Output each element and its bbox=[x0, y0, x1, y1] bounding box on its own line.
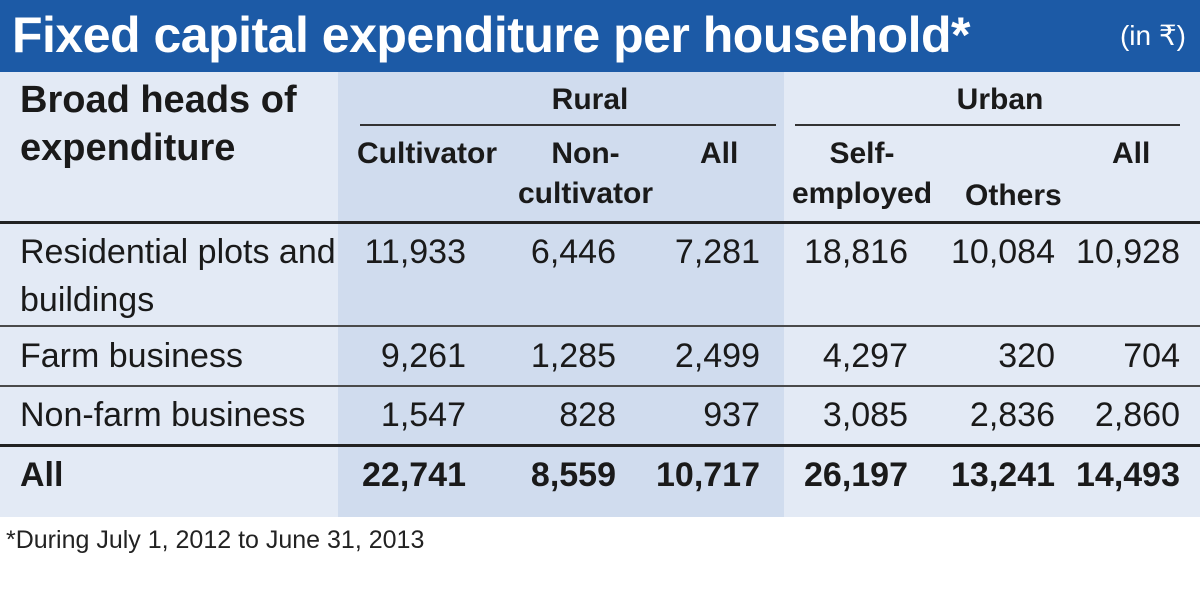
page-title: Fixed capital expenditure per household* bbox=[12, 7, 970, 63]
cell: 18,816 bbox=[804, 233, 908, 271]
cell: 2,836 bbox=[969, 396, 1055, 434]
cell: 10,928 bbox=[1076, 233, 1180, 271]
cell: 10,717 bbox=[656, 456, 760, 494]
cell: 2,499 bbox=[674, 337, 760, 375]
row-divider bbox=[0, 385, 1200, 387]
group-rule-urban bbox=[795, 124, 1180, 126]
cell: 10,084 bbox=[951, 233, 1055, 271]
cell: 2,860 bbox=[1094, 396, 1180, 434]
col-header-rural-all: All bbox=[700, 137, 739, 170]
col-header-self-employed: Self-employed bbox=[792, 137, 933, 210]
cell: 320 bbox=[998, 337, 1055, 375]
row-label-farm: Farm business bbox=[20, 337, 243, 375]
cell: 7,281 bbox=[674, 233, 760, 271]
group-label-urban: Urban bbox=[956, 83, 1044, 116]
title-banner: Fixed capital expenditure per household*… bbox=[0, 0, 1200, 72]
cell: 11,933 bbox=[364, 233, 466, 271]
cell: 14,493 bbox=[1076, 456, 1180, 494]
cell: 937 bbox=[703, 396, 760, 434]
col-header-urban-all: All bbox=[1112, 137, 1151, 170]
header-rule bbox=[0, 221, 1200, 224]
col-header-non-cultivator: Non-cultivator bbox=[518, 137, 654, 210]
footnote: *During July 1, 2012 to June 31, 2013 bbox=[6, 526, 425, 554]
row-divider bbox=[0, 325, 1200, 327]
stub-header: Broad heads of expenditure bbox=[20, 79, 297, 169]
cell: 26,197 bbox=[804, 456, 908, 494]
col-header-others: Others bbox=[965, 179, 1062, 212]
row-label-residential: Residential plots and buildings bbox=[20, 233, 336, 319]
col-header-cultivator: Cultivator bbox=[357, 137, 498, 170]
cell: 6,446 bbox=[530, 233, 616, 271]
cell: 1,285 bbox=[530, 337, 616, 375]
total-rule bbox=[0, 444, 1200, 447]
cell: 1,547 bbox=[380, 396, 466, 434]
group-label-rural: Rural bbox=[551, 83, 629, 116]
cell: 13,241 bbox=[951, 456, 1055, 494]
rural-column-band bbox=[338, 72, 784, 517]
group-rule-rural bbox=[360, 124, 776, 126]
cell: 3,085 bbox=[822, 396, 908, 434]
row-label-all: All bbox=[20, 456, 64, 494]
unit-label: (in ₹) bbox=[1119, 20, 1186, 51]
cell: 9,261 bbox=[380, 337, 466, 375]
row-label-non-farm: Non-farm business bbox=[20, 396, 306, 434]
cell: 8,559 bbox=[530, 456, 616, 494]
cell: 704 bbox=[1123, 337, 1180, 375]
cell: 4,297 bbox=[822, 337, 908, 375]
cell: 828 bbox=[559, 396, 616, 434]
cell: 22,741 bbox=[362, 456, 466, 494]
